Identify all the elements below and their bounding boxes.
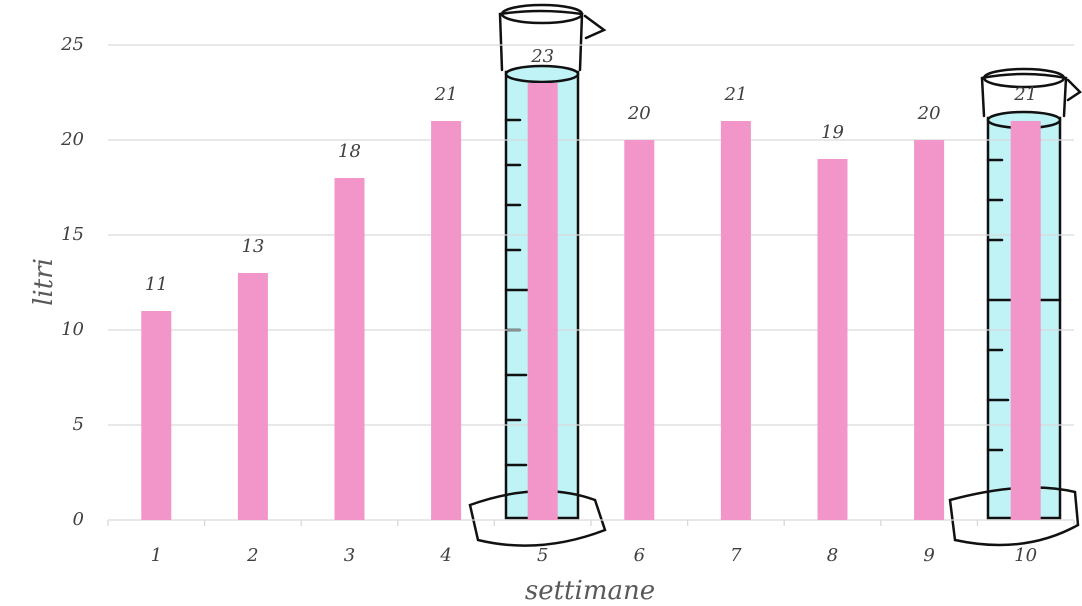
y-tick-label: 0 bbox=[73, 509, 84, 530]
data-label: 23 bbox=[530, 46, 554, 67]
data-label: 21 bbox=[434, 84, 458, 105]
y-tick-label: 10 bbox=[61, 319, 84, 340]
x-tick-label: 5 bbox=[537, 545, 548, 566]
data-label: 20 bbox=[917, 103, 941, 124]
x-tick-label: 8 bbox=[827, 545, 838, 566]
x-tick-label: 1 bbox=[151, 545, 162, 566]
x-tick-label: 10 bbox=[1014, 545, 1037, 566]
data-label: 21 bbox=[723, 84, 747, 105]
x-tick-label: 4 bbox=[439, 545, 451, 566]
bar bbox=[721, 121, 751, 520]
data-label: 20 bbox=[627, 103, 651, 124]
bar bbox=[528, 83, 558, 520]
x-axis-title: settimane bbox=[525, 576, 655, 606]
bar bbox=[1011, 121, 1041, 520]
y-tick-label: 15 bbox=[61, 224, 84, 245]
bar bbox=[624, 140, 654, 520]
bar bbox=[141, 311, 171, 520]
bar bbox=[914, 140, 944, 520]
y-tick-label: 5 bbox=[73, 414, 84, 435]
x-tick-label: 3 bbox=[344, 545, 355, 566]
bar bbox=[238, 273, 268, 520]
x-tick-label: 6 bbox=[634, 545, 645, 566]
x-tick-label: 2 bbox=[246, 545, 258, 566]
data-label: 11 bbox=[145, 274, 168, 295]
y-tick-label: 25 bbox=[60, 34, 84, 55]
data-label: 13 bbox=[241, 236, 264, 257]
x-tick-label: 9 bbox=[923, 545, 934, 566]
data-label: 18 bbox=[338, 141, 361, 162]
y-tick-label: 20 bbox=[60, 129, 84, 150]
chart: settimane litri 051015202511121331842152… bbox=[0, 0, 1082, 606]
x-tick-label: 7 bbox=[730, 545, 742, 566]
y-axis-title: litri bbox=[29, 258, 59, 306]
bar bbox=[431, 121, 461, 520]
data-label: 19 bbox=[821, 122, 844, 143]
bar bbox=[335, 178, 365, 520]
data-label: 21 bbox=[1013, 84, 1037, 105]
bar bbox=[818, 159, 848, 520]
